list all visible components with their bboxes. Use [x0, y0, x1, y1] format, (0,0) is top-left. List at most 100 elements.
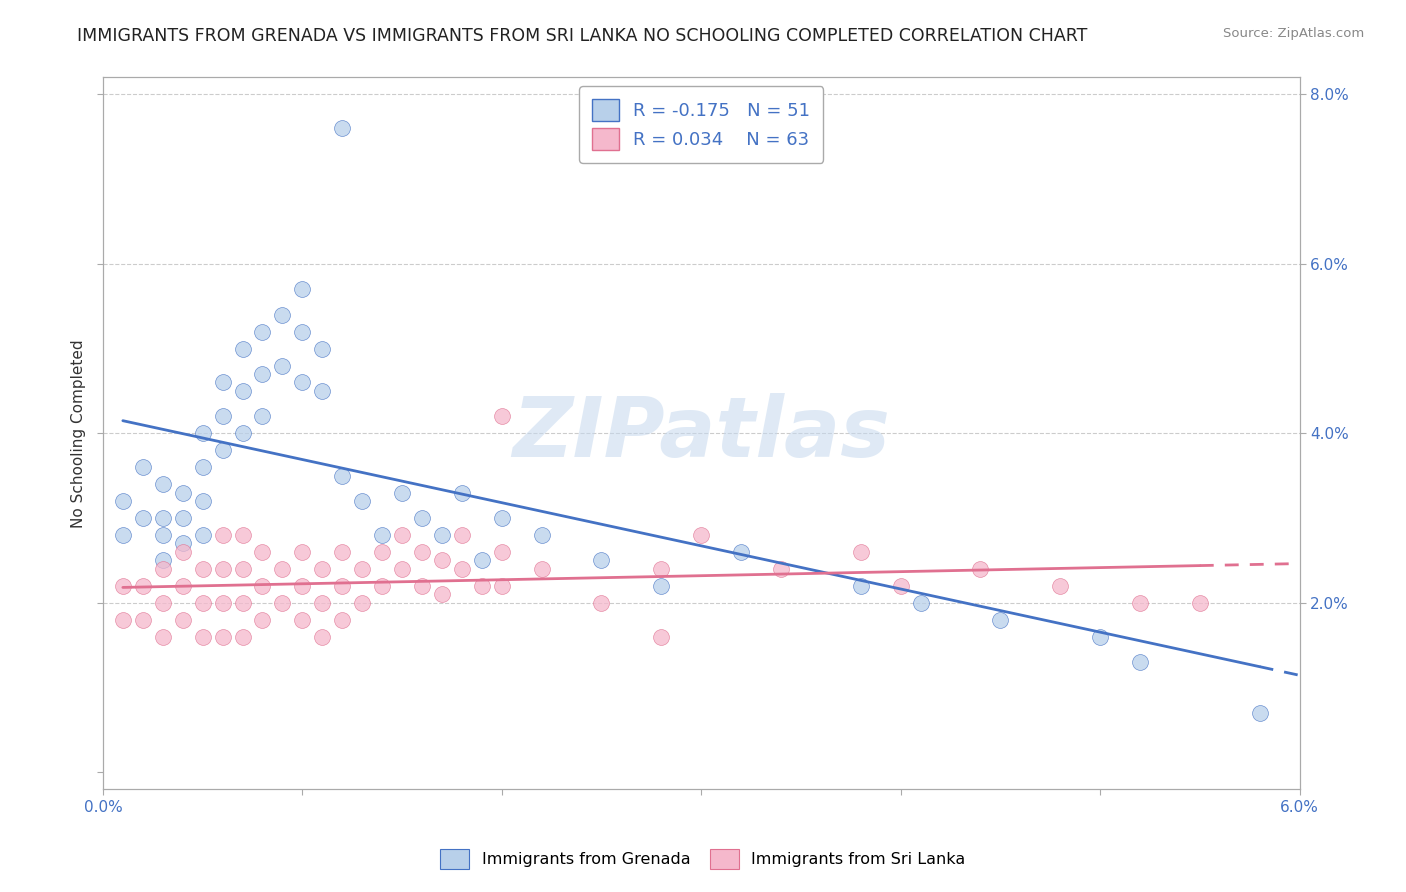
Point: [211, 443, 233, 458]
Point: [271, 596, 294, 610]
Point: [411, 511, 433, 525]
Point: [371, 528, 394, 542]
Point: [252, 409, 274, 424]
Point: [252, 367, 274, 381]
Point: [451, 562, 474, 576]
Point: [231, 342, 253, 356]
Point: [191, 630, 214, 644]
Point: [330, 468, 353, 483]
Point: [352, 562, 374, 576]
Point: [191, 460, 214, 475]
Point: [152, 630, 174, 644]
Point: [231, 384, 253, 398]
Point: [969, 562, 991, 576]
Y-axis label: No Schooling Completed: No Schooling Completed: [72, 339, 86, 527]
Point: [990, 613, 1012, 627]
Point: [730, 545, 752, 559]
Point: [211, 528, 233, 542]
Point: [172, 545, 194, 559]
Point: [491, 409, 513, 424]
Point: [411, 579, 433, 593]
Point: [172, 536, 194, 550]
Point: [849, 545, 872, 559]
Point: [1188, 596, 1211, 610]
Point: [172, 511, 194, 525]
Point: [152, 511, 174, 525]
Point: [211, 376, 233, 390]
Point: [132, 579, 155, 593]
Point: [849, 579, 872, 593]
Text: IMMIGRANTS FROM GRENADA VS IMMIGRANTS FROM SRI LANKA NO SCHOOLING COMPLETED CORR: IMMIGRANTS FROM GRENADA VS IMMIGRANTS FR…: [77, 27, 1088, 45]
Point: [430, 587, 453, 601]
Point: [111, 494, 134, 508]
Point: [211, 630, 233, 644]
Point: [591, 553, 613, 567]
Point: [1129, 596, 1152, 610]
Point: [491, 511, 513, 525]
Point: [330, 579, 353, 593]
Point: [330, 545, 353, 559]
Point: [391, 562, 413, 576]
Point: [330, 613, 353, 627]
Point: [191, 494, 214, 508]
Text: Source: ZipAtlas.com: Source: ZipAtlas.com: [1223, 27, 1364, 40]
Point: [132, 460, 155, 475]
Point: [252, 613, 274, 627]
Point: [191, 528, 214, 542]
Point: [211, 562, 233, 576]
Point: [311, 596, 333, 610]
Point: [650, 562, 672, 576]
Point: [111, 613, 134, 627]
Point: [471, 579, 494, 593]
Point: [231, 562, 253, 576]
Point: [1249, 706, 1271, 720]
Text: ZIPatlas: ZIPatlas: [512, 392, 890, 474]
Point: [352, 494, 374, 508]
Point: [231, 630, 253, 644]
Point: [591, 596, 613, 610]
Point: [769, 562, 792, 576]
Point: [530, 562, 553, 576]
Point: [471, 553, 494, 567]
Point: [1088, 630, 1111, 644]
Point: [411, 545, 433, 559]
Point: [530, 528, 553, 542]
Point: [371, 579, 394, 593]
Point: [1049, 579, 1071, 593]
Point: [271, 562, 294, 576]
Point: [291, 613, 314, 627]
Point: [491, 579, 513, 593]
Point: [352, 596, 374, 610]
Point: [172, 579, 194, 593]
Point: [291, 376, 314, 390]
Point: [152, 528, 174, 542]
Point: [430, 528, 453, 542]
Point: [231, 426, 253, 441]
Legend: Immigrants from Grenada, Immigrants from Sri Lanka: Immigrants from Grenada, Immigrants from…: [434, 843, 972, 875]
Point: [111, 528, 134, 542]
Point: [311, 342, 333, 356]
Point: [152, 477, 174, 491]
Point: [152, 562, 174, 576]
Point: [451, 485, 474, 500]
Point: [311, 630, 333, 644]
Point: [231, 528, 253, 542]
Point: [690, 528, 713, 542]
Point: [890, 579, 912, 593]
Point: [430, 553, 453, 567]
Point: [910, 596, 932, 610]
Point: [172, 485, 194, 500]
Point: [111, 579, 134, 593]
Point: [172, 613, 194, 627]
Point: [311, 384, 333, 398]
Point: [252, 325, 274, 339]
Point: [252, 579, 274, 593]
Point: [252, 545, 274, 559]
Point: [271, 359, 294, 373]
Legend: R = -0.175   N = 51, R = 0.034    N = 63: R = -0.175 N = 51, R = 0.034 N = 63: [579, 87, 823, 163]
Point: [152, 596, 174, 610]
Point: [650, 630, 672, 644]
Point: [211, 409, 233, 424]
Point: [271, 308, 294, 322]
Point: [132, 511, 155, 525]
